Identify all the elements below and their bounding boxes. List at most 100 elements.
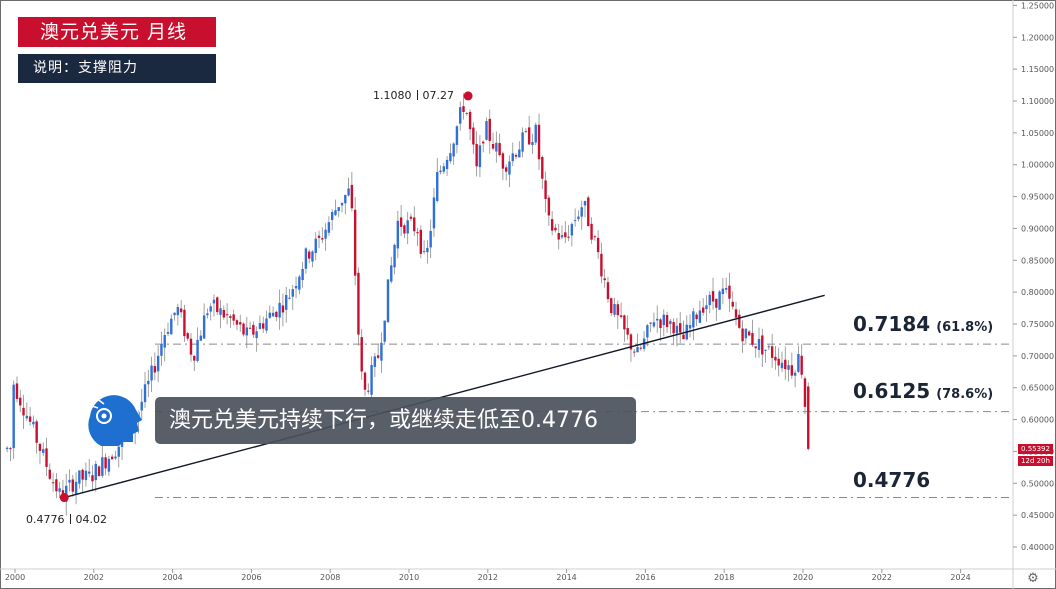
candle-body	[413, 217, 416, 232]
candle-body	[787, 365, 790, 370]
candle-body	[761, 335, 764, 355]
candle-body	[449, 153, 452, 162]
candle-body	[176, 307, 180, 316]
candle-body	[367, 390, 370, 392]
candle-body	[275, 311, 278, 318]
candle-body	[751, 332, 754, 345]
x-tick-label: 2022	[872, 573, 892, 582]
candle-body	[455, 126, 459, 145]
candle-body	[147, 380, 150, 385]
candle-body	[462, 106, 465, 113]
candle-body	[278, 302, 281, 318]
candle-body	[74, 481, 78, 494]
candle-body	[262, 323, 265, 329]
chart-note: 说明：支撑阻力	[18, 54, 216, 83]
candle-body	[265, 318, 268, 331]
candle-body	[485, 121, 488, 140]
candle-body	[163, 334, 166, 348]
candle-body	[422, 251, 426, 253]
candle-body	[219, 308, 222, 315]
candle-body	[301, 268, 304, 281]
candle-body	[603, 278, 606, 281]
candle-body	[212, 299, 216, 304]
level-pct: (61.8%)	[936, 320, 994, 335]
candle-body	[774, 356, 777, 361]
candle-body	[170, 318, 173, 335]
candle-body	[784, 359, 787, 370]
y-tick-label: 0.70000	[1021, 352, 1054, 361]
candle-body	[777, 358, 780, 366]
candle-body	[199, 335, 203, 341]
candle-body	[291, 289, 294, 297]
candle-body	[764, 349, 767, 351]
candle-body	[232, 314, 235, 321]
candle-body	[58, 488, 61, 492]
candle-body	[38, 443, 42, 451]
candle-body	[209, 306, 212, 312]
candle-body	[268, 312, 271, 318]
candle-body	[488, 118, 491, 141]
x-tick-label: 2000	[5, 573, 25, 582]
candle-body	[511, 153, 514, 162]
candle-body	[626, 328, 629, 335]
candle-body	[245, 327, 249, 336]
candle-body	[518, 149, 521, 158]
candle-body	[619, 315, 623, 317]
candle-body	[596, 237, 600, 253]
high-point-marker	[463, 91, 473, 101]
candle-body	[202, 315, 206, 339]
candle-body	[9, 448, 12, 450]
candle-body	[383, 320, 386, 342]
candle-body	[101, 457, 104, 476]
y-tick-label: 0.45000	[1021, 511, 1054, 520]
candle-body	[459, 107, 462, 124]
y-tick-label: 0.75000	[1021, 320, 1054, 329]
analysis-banner: 澳元兑美元持续下行，或继续走低至0.4776	[155, 397, 636, 444]
candle-body	[465, 113, 468, 115]
y-tick-label: 0.50000	[1021, 479, 1054, 488]
candle-body	[314, 238, 317, 253]
candle-body	[708, 294, 711, 306]
y-tick-label: 0.60000	[1021, 416, 1054, 425]
low-price: 0.4776	[26, 513, 65, 526]
candle-body	[646, 325, 649, 338]
candle-body	[255, 331, 258, 339]
candle-body	[436, 171, 439, 202]
x-tick-label: 2004	[162, 573, 182, 582]
candle-body	[610, 298, 613, 314]
candle-body	[153, 366, 157, 373]
candle-body	[327, 222, 331, 233]
y-tick-label: 0.40000	[1021, 543, 1054, 552]
candle-body	[330, 211, 334, 220]
low-date: 04.02	[75, 513, 108, 526]
candle-body	[45, 448, 48, 467]
candle-body	[353, 209, 357, 276]
candle-body	[793, 372, 797, 376]
candle-body	[12, 384, 15, 449]
candle-body	[225, 314, 229, 316]
support-trendline[interactable]	[64, 294, 825, 499]
candle-body	[495, 142, 498, 152]
x-tick-label: 2024	[950, 573, 970, 582]
candle-body	[235, 320, 239, 325]
candle-body	[426, 247, 429, 253]
candle-body	[32, 421, 35, 425]
low-point-label: 0.4776 04.02	[26, 513, 107, 526]
level-value: 0.4776	[853, 468, 931, 492]
high-price: 1.1080	[373, 89, 412, 102]
candle-body	[564, 232, 567, 238]
candle-body	[649, 322, 652, 324]
candle-body	[445, 159, 449, 169]
candle-body	[639, 347, 643, 349]
candle-body	[721, 288, 725, 295]
settings-gear-icon[interactable]: ⚙	[1027, 571, 1039, 586]
candle-body	[731, 301, 734, 307]
candles-group	[5, 93, 810, 516]
candle-body	[19, 397, 22, 406]
candle-body	[767, 346, 771, 348]
candle-body	[140, 401, 143, 411]
y-tick-label: 1.20000	[1021, 33, 1054, 42]
candle-body	[189, 338, 193, 355]
candle-body	[281, 305, 285, 313]
